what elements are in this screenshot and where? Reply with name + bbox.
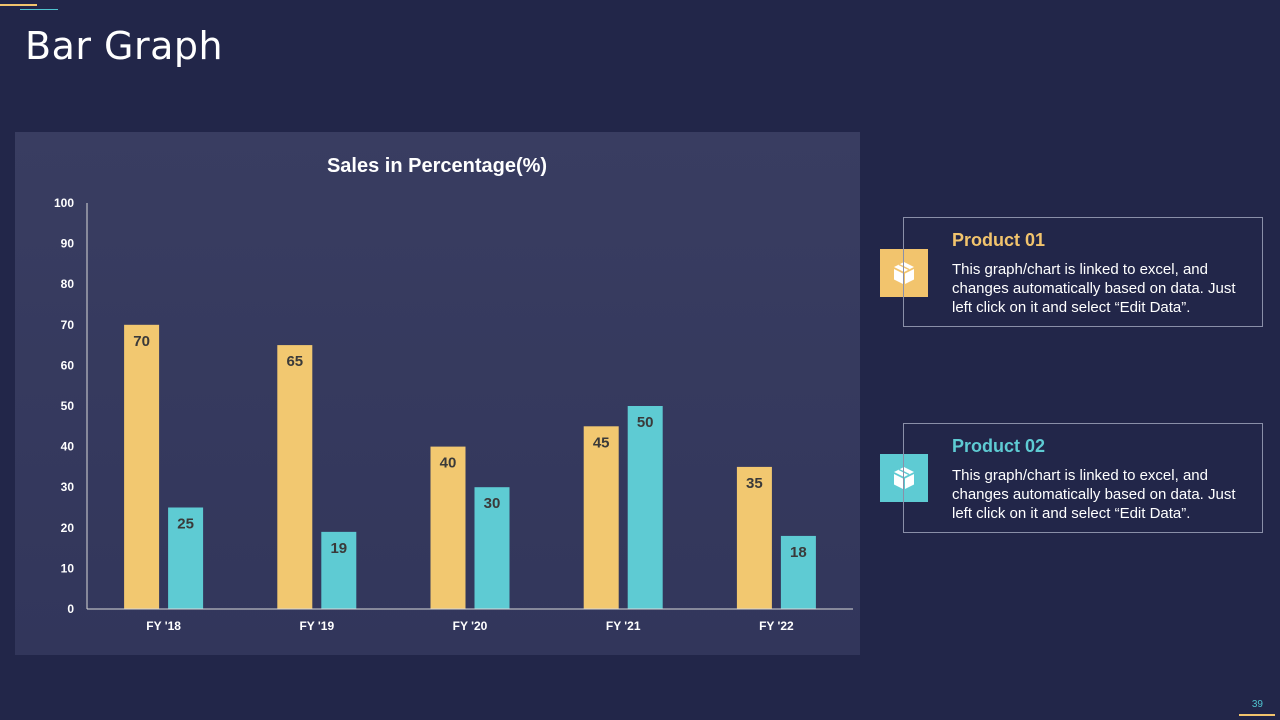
legend-description: This graph/chart is linked to excel, and… — [952, 467, 1236, 522]
x-tick-label: FY '22 — [759, 619, 794, 633]
y-tick-label: 60 — [61, 358, 75, 372]
legend-card-product-02: Product 02 This graph/chart is linked to… — [903, 423, 1263, 533]
x-tick-label: FY '20 — [453, 619, 488, 633]
bar-data-label: 50 — [637, 414, 654, 431]
y-tick-label: 90 — [61, 237, 75, 251]
bar-product-01[interactable] — [583, 426, 619, 609]
chart-panel[interactable]: Sales in Percentage(%) 0 10 20 30 40 50 60 70 80… — [15, 132, 860, 655]
x-axis: FY '18 FY '19 FY '20 FY '21 FY '22 — [87, 608, 853, 633]
bar-product-01[interactable] — [736, 466, 772, 609]
title-accent-line — [0, 4, 37, 6]
bar-product-01[interactable] — [277, 345, 313, 609]
bar-data-label: 19 — [330, 540, 347, 557]
chart-title: Sales in Percentage(%) — [327, 155, 547, 177]
x-tick-label: FY '18 — [146, 619, 181, 633]
legend-card-product-01: Product 01 This graph/chart is linked to… — [903, 217, 1263, 327]
y-tick-label: 70 — [61, 318, 75, 332]
page-number: 39 — [1251, 699, 1263, 710]
bar-data-label: 65 — [286, 353, 303, 370]
title-accent-line-secondary — [20, 9, 58, 10]
bar-product-02[interactable] — [780, 535, 816, 609]
bar-product-01[interactable] — [124, 324, 160, 609]
y-tick-label: 20 — [61, 521, 75, 535]
bar-product-02[interactable] — [168, 507, 204, 610]
bar-product-02[interactable] — [474, 487, 510, 609]
bar-product-01[interactable] — [430, 446, 466, 609]
bar-data-label: 30 — [484, 495, 501, 512]
page-number-accent — [1239, 714, 1275, 716]
bar-data-label: 18 — [790, 544, 807, 561]
x-tick-label: FY '21 — [606, 619, 641, 633]
bar-data-label: 25 — [177, 516, 194, 533]
y-axis: 0 10 20 30 40 50 60 70 80 90 100 — [54, 196, 88, 616]
y-tick-label: 50 — [61, 399, 75, 413]
bars: 70 25 65 19 40 30 45 50 35 18 — [124, 324, 816, 610]
y-tick-label: 0 — [67, 602, 74, 616]
y-tick-label: 40 — [61, 440, 75, 454]
bar-data-label: 45 — [593, 434, 610, 451]
x-tick-label: FY '19 — [299, 619, 334, 633]
bar-chart[interactable]: Sales in Percentage(%) 0 10 20 30 40 50 60 70 80… — [15, 132, 860, 655]
product-02-box-icon — [880, 454, 928, 502]
y-tick-label: 100 — [54, 196, 74, 210]
y-tick-label: 10 — [61, 561, 75, 575]
legend-description: This graph/chart is linked to excel, and… — [952, 261, 1236, 316]
y-tick-label: 80 — [61, 277, 75, 291]
legend-heading: Product 02 — [952, 436, 1046, 456]
bar-data-label: 40 — [440, 455, 457, 472]
bar-data-label: 35 — [746, 475, 763, 492]
bar-product-02[interactable] — [321, 531, 357, 609]
bar-product-02[interactable] — [627, 406, 663, 609]
y-tick-label: 30 — [61, 480, 75, 494]
bar-data-label: 70 — [133, 333, 150, 350]
product-01-box-icon — [880, 249, 928, 297]
legend-heading: Product 01 — [952, 230, 1046, 250]
page-title: Bar Graph — [25, 24, 224, 68]
